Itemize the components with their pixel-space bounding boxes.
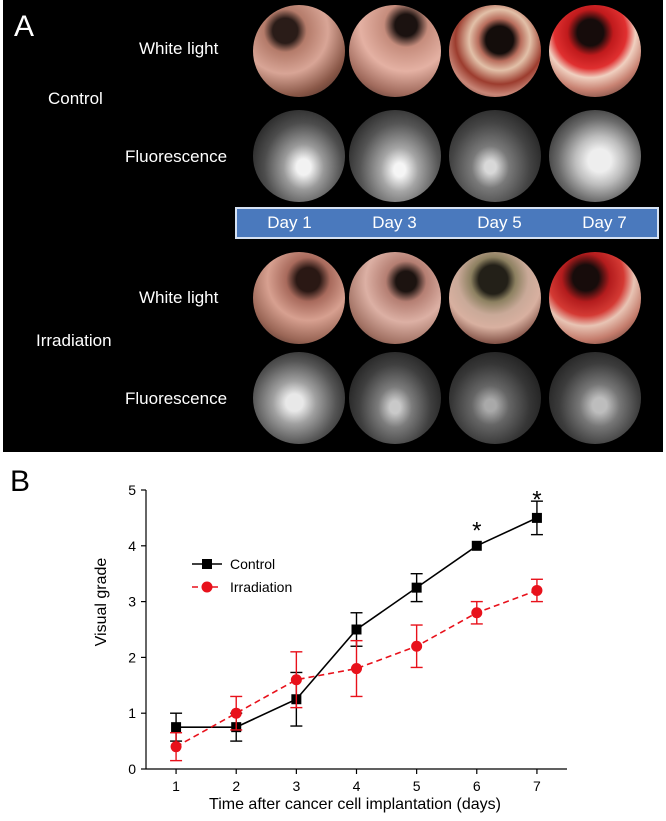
panel-b-letter: B (10, 465, 31, 498)
x-tick-label: 6 (473, 778, 481, 794)
fluorescence-image-irradiation-day7 (549, 352, 641, 444)
data-point (411, 582, 422, 593)
day-label: Day 5 (477, 213, 522, 232)
series-control (170, 500, 543, 742)
data-point (230, 707, 242, 719)
x-tick-label: 4 (353, 778, 361, 794)
y-tick-label: 0 (128, 761, 136, 777)
legend-label: Control (230, 556, 275, 572)
fluorescence-image-control-day1 (253, 110, 345, 202)
data-point (471, 607, 483, 619)
data-point (171, 722, 182, 733)
endoscopy-image-control-white-day5 (449, 5, 541, 97)
endoscopy-image-irradiation-white-day1 (253, 252, 345, 344)
endoscopy-image-control-white-day7 (549, 5, 641, 97)
data-point (531, 512, 542, 523)
x-tick-label: 2 (232, 778, 240, 794)
chart-series: ** (170, 487, 543, 762)
endoscopy-image-irradiation-white-day3 (349, 252, 441, 344)
row-label-control-fluorescence: Fluorescence (125, 147, 228, 166)
endoscopy-image-irradiation-white-day5 (449, 252, 541, 344)
y-tick-label: 1 (128, 705, 136, 721)
y-tick-label: 5 (128, 482, 136, 498)
day-bar: Day 1 Day 3 Day 5 Day 7 (235, 207, 659, 239)
y-axis-label: Visual grade (93, 558, 110, 647)
data-point (170, 741, 182, 753)
data-point (351, 624, 362, 635)
data-point (471, 540, 482, 551)
group-label-control: Control (48, 89, 103, 108)
group-label-irradiation: Irradiation (36, 331, 112, 350)
data-point (290, 674, 302, 686)
day-label: Day 1 (267, 213, 312, 232)
endoscopy-image-control-white-day3 (349, 5, 441, 97)
data-point (411, 640, 423, 652)
series-irradiation (170, 578, 543, 762)
fluorescence-image-irradiation-day1 (253, 352, 345, 444)
fluorescence-image-control-day3 (349, 110, 441, 202)
legend-marker (202, 559, 212, 569)
x-tick-label: 5 (413, 778, 421, 794)
y-tick-label: 2 (128, 649, 136, 665)
significance-marker: * (472, 517, 481, 544)
chart-legend: Control Irradiation (192, 556, 292, 595)
row-label-irradiation-fluorescence: Fluorescence (125, 389, 228, 408)
day-label: Day 7 (582, 213, 627, 232)
day-label: Day 3 (372, 213, 417, 232)
fluorescence-image-irradiation-day5 (449, 352, 541, 444)
row-label-control-white-light: White light (139, 39, 219, 58)
fluorescence-image-irradiation-day3 (349, 352, 441, 444)
y-tick-label: 3 (128, 594, 136, 610)
y-tick-label: 4 (128, 538, 136, 554)
fluorescence-image-control-day5 (449, 110, 541, 202)
panel-a-image-grid: A Control White light Fluorescence Day 1… (3, 0, 663, 452)
legend-label: Irradiation (230, 579, 292, 595)
fluorescence-image-control-day7 (549, 110, 641, 202)
panel-a-letter: A (14, 10, 35, 43)
endoscopy-image-control-white-day1 (253, 5, 345, 97)
significance-marker: * (532, 487, 541, 514)
data-point (531, 584, 543, 596)
x-tick-label: 1 (172, 778, 180, 794)
legend-marker (201, 581, 213, 593)
x-tick-label: 3 (292, 778, 300, 794)
endoscopy-image-irradiation-white-day7 (549, 252, 641, 344)
data-point (351, 663, 362, 675)
chart-axes: 0 1 2 3 4 5 1 2 3 4 5 6 7 (128, 482, 567, 794)
x-axis-label: Time after cancer cell implantation (day… (209, 796, 501, 813)
x-tick-label: 7 (533, 778, 541, 794)
row-label-irradiation-white-light: White light (139, 288, 219, 307)
